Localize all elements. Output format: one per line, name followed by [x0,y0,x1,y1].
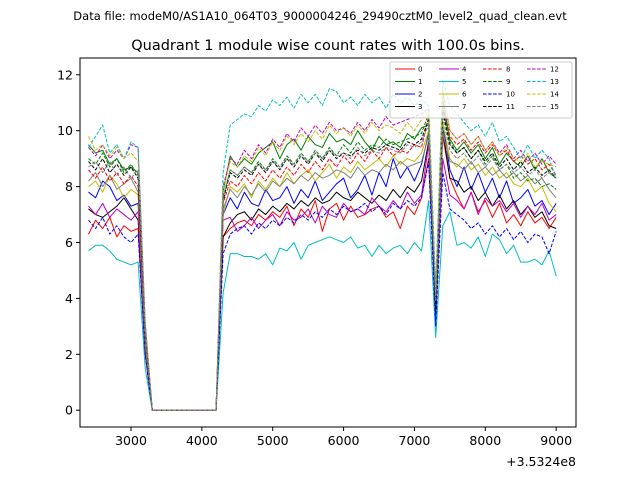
x-tick-label: 8000 [469,433,501,448]
series-line-15 [88,116,557,411]
y-tick-label: 6 [65,235,73,250]
x-tick-label: 9000 [540,433,572,448]
y-axis: 0 2 4 6 8 10 12 [57,67,80,418]
y-tick-label: 10 [57,123,73,138]
x-tick-label: 5000 [257,433,289,448]
legend-label-14: 14 [550,91,559,99]
x-axis: 3000 4000 5000 6000 7000 8000 9000 [115,427,572,448]
legend-label-7: 7 [462,103,466,111]
series-line-14 [88,88,557,411]
series-line-12 [88,91,557,411]
series-line-5 [88,200,557,411]
x-offset-label: +3.5324e8 [506,454,576,469]
y-tick-label: 4 [65,291,73,306]
x-tick-label: 4000 [186,433,218,448]
legend-label-0: 0 [418,66,422,74]
legend-label-2: 2 [418,91,422,99]
legend-label-13: 13 [550,78,559,86]
series-line-0 [88,135,557,411]
y-tick-label: 8 [65,179,73,194]
figure-suptitle: Data file: modeM0/AS1A10_064T03_90000042… [73,9,567,23]
legend-label-15: 15 [550,103,559,111]
legend-label-1: 1 [418,78,422,86]
series-line-13 [88,79,557,411]
legend-label-11: 11 [506,103,515,111]
legend-label-8: 8 [506,66,510,74]
legend-label-10: 10 [506,91,515,99]
legend-box [389,61,573,119]
legend-label-9: 9 [506,78,510,86]
y-tick-label: 0 [65,403,73,418]
plot-area [88,79,557,411]
series-line-1 [88,107,557,411]
series-line-11 [88,110,557,411]
x-tick-label: 3000 [115,433,147,448]
x-tick-label: 7000 [399,433,431,448]
legend-label-12: 12 [550,66,559,74]
y-tick-label: 12 [57,67,73,82]
legend-label-6: 6 [462,91,467,99]
series-line-4 [88,144,557,411]
x-tick-label: 6000 [328,433,360,448]
legend-label-4: 4 [462,66,467,74]
legend-label-5: 5 [462,78,466,86]
legend-label-3: 3 [418,103,422,111]
chart-title: Quadrant 1 module wise count rates with … [131,38,525,54]
y-tick-label: 2 [65,347,73,362]
